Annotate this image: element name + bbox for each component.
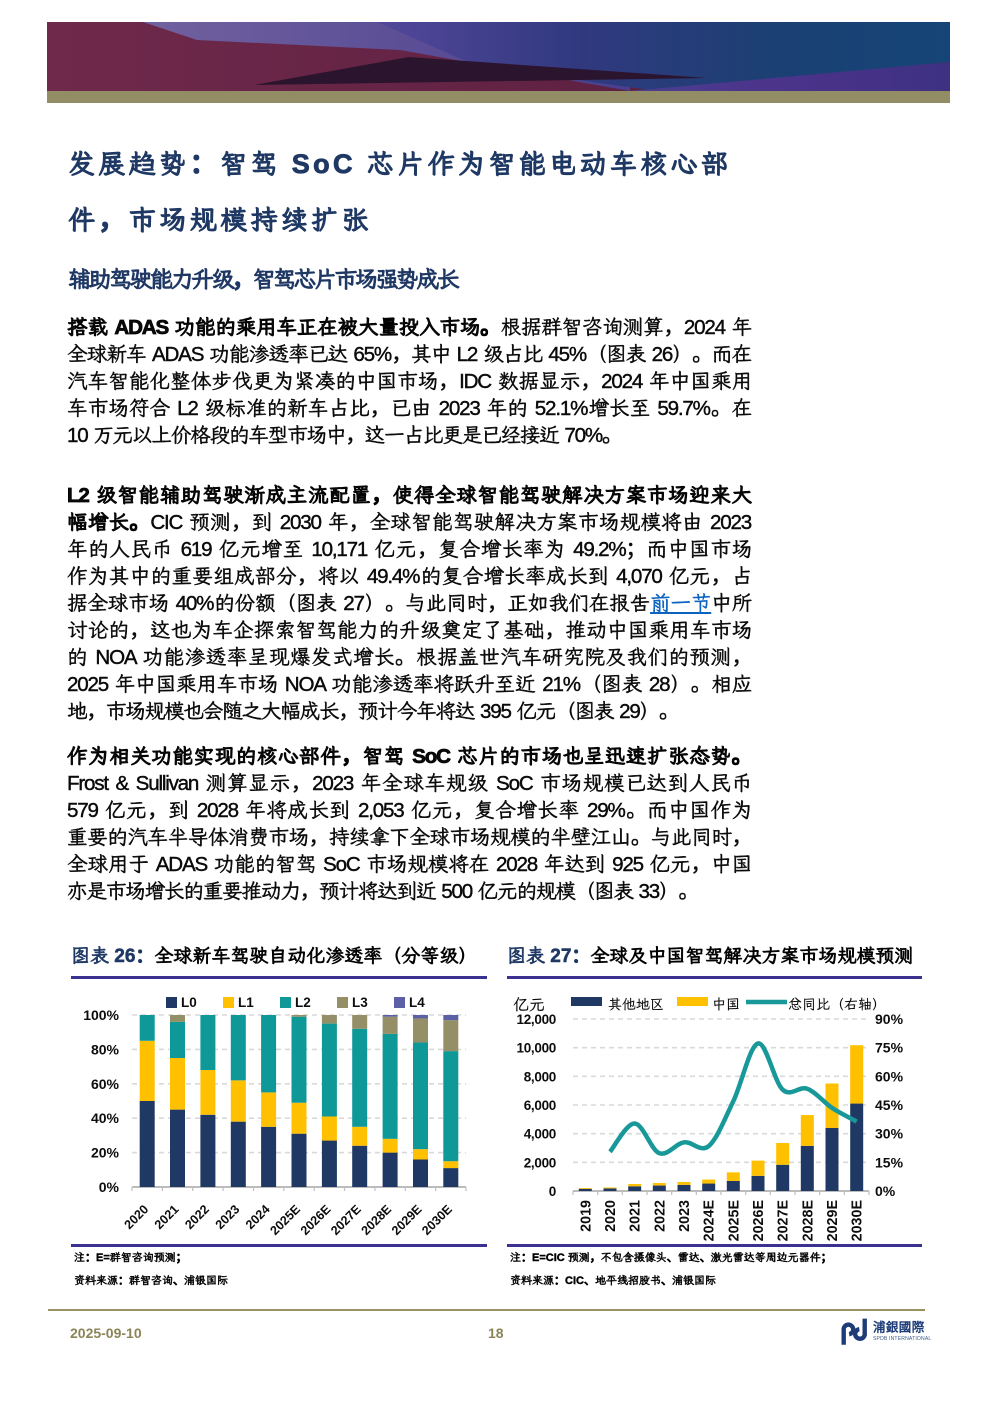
svg-text:6,000: 6,000 [524, 1098, 556, 1113]
svg-text:2020: 2020 [603, 1200, 619, 1232]
svg-text:2023: 2023 [677, 1200, 693, 1232]
svg-text:2026E: 2026E [298, 1202, 334, 1238]
svg-text:2027E: 2027E [776, 1200, 792, 1241]
svg-text:2021: 2021 [152, 1202, 182, 1232]
svg-text:75%: 75% [875, 1040, 904, 1056]
svg-text:0%: 0% [99, 1179, 120, 1195]
svg-text:45%: 45% [875, 1097, 904, 1113]
svg-text:2024E: 2024E [702, 1200, 718, 1241]
svg-text:2029E: 2029E [825, 1200, 841, 1241]
svg-text:80%: 80% [91, 1041, 120, 1057]
svg-text:2030E: 2030E [850, 1200, 866, 1241]
svg-text:L4: L4 [409, 995, 425, 1010]
svg-text:2025E: 2025E [267, 1202, 303, 1238]
svg-text:60%: 60% [875, 1068, 904, 1084]
svg-text:L1: L1 [238, 995, 254, 1010]
svg-text:2021: 2021 [628, 1200, 644, 1232]
svg-text:L3: L3 [352, 995, 368, 1010]
svg-text:L0: L0 [181, 995, 197, 1010]
svg-text:其他地区: 其他地区 [608, 996, 664, 1012]
svg-text:60%: 60% [91, 1076, 120, 1092]
svg-text:2025E: 2025E [726, 1200, 742, 1241]
svg-text:2022: 2022 [652, 1200, 668, 1232]
svg-text:12,000: 12,000 [517, 1012, 557, 1027]
svg-text:2028E: 2028E [359, 1202, 395, 1238]
svg-text:2026E: 2026E [751, 1200, 767, 1241]
svg-text:8,000: 8,000 [524, 1069, 556, 1084]
svg-text:100%: 100% [83, 1007, 119, 1023]
svg-text:90%: 90% [875, 1011, 904, 1027]
svg-text:总同比（右轴）: 总同比（右轴） [788, 996, 886, 1012]
svg-text:2019: 2019 [578, 1200, 594, 1232]
svg-text:10,000: 10,000 [517, 1041, 557, 1056]
svg-text:20%: 20% [91, 1145, 120, 1161]
svg-text:2029E: 2029E [389, 1202, 425, 1238]
svg-text:2027E: 2027E [328, 1202, 364, 1238]
svg-text:4,000: 4,000 [524, 1127, 556, 1142]
svg-text:2,000: 2,000 [524, 1155, 556, 1170]
svg-text:2028E: 2028E [800, 1200, 816, 1241]
svg-text:0: 0 [549, 1184, 556, 1199]
svg-text:30%: 30% [875, 1126, 904, 1142]
svg-text:0%: 0% [875, 1183, 896, 1199]
svg-text:浦銀國際: 浦銀國際 [873, 1320, 925, 1335]
svg-text:2023: 2023 [213, 1202, 243, 1232]
svg-text:15%: 15% [875, 1154, 904, 1170]
svg-text:SPDB INTERNATIONAL: SPDB INTERNATIONAL [873, 1336, 931, 1342]
svg-text:L2: L2 [295, 995, 311, 1010]
svg-text:2020: 2020 [122, 1202, 152, 1232]
svg-text:2022: 2022 [182, 1202, 212, 1232]
svg-text:2030E: 2030E [419, 1202, 455, 1238]
svg-text:中国: 中国 [712, 996, 740, 1012]
svg-text:40%: 40% [91, 1110, 120, 1126]
svg-text:亿元: 亿元 [513, 996, 545, 1014]
